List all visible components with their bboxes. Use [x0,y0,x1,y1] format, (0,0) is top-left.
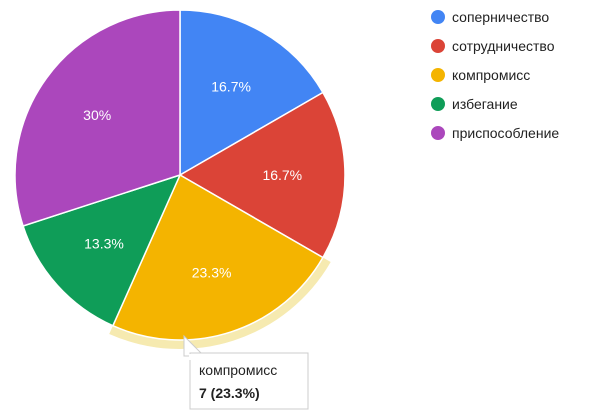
legend-item-4[interactable]: приспособление [431,125,559,141]
tooltip-value: 7 (23.3%) [199,385,260,401]
slice-label-2: 23.3% [192,264,232,280]
legend-swatch-1 [431,39,445,53]
tooltip-box [189,352,309,410]
tooltip: компромисс 7 (23.3%) [183,334,309,410]
slice-label-4: 30% [83,107,111,123]
pie-slice-2[interactable] [111,173,324,341]
slice-label-3: 13.3% [84,236,124,252]
legend-label-4: приспособление [452,125,559,141]
legend-swatch-4 [431,126,445,140]
legend-item-1[interactable]: сотрудничество [431,38,555,54]
pie-slice-0[interactable] [179,9,324,177]
slice-label-1: 16.7% [262,167,302,183]
legend-label-1: сотрудничество [452,38,555,54]
legend-label-0: соперничество [452,9,549,25]
pie-slice-3[interactable] [22,173,182,327]
slice-label-0: 16.7% [211,78,251,94]
tooltip-name: компромисс [199,362,277,378]
legend-item-2[interactable]: компромисс [431,67,530,83]
legend-item-0[interactable]: соперничество [431,9,549,25]
tooltip-pointer-mask [189,354,205,360]
pie-slices [14,9,346,341]
legend-swatch-3 [431,97,445,111]
legend: соперничество сотрудничество компромисс изб… [431,9,559,141]
pie-slice-4[interactable] [14,9,181,227]
pie-slice-1[interactable] [178,91,346,259]
legend-swatch-0 [431,10,445,24]
slice-labels: 16.7% 16.7% 23.3% 13.3% 30% [83,78,302,280]
legend-swatch-2 [431,68,445,82]
legend-item-3[interactable]: избегание [431,96,518,112]
legend-label-3: избегание [452,96,518,112]
legend-label-2: компромисс [452,67,530,83]
